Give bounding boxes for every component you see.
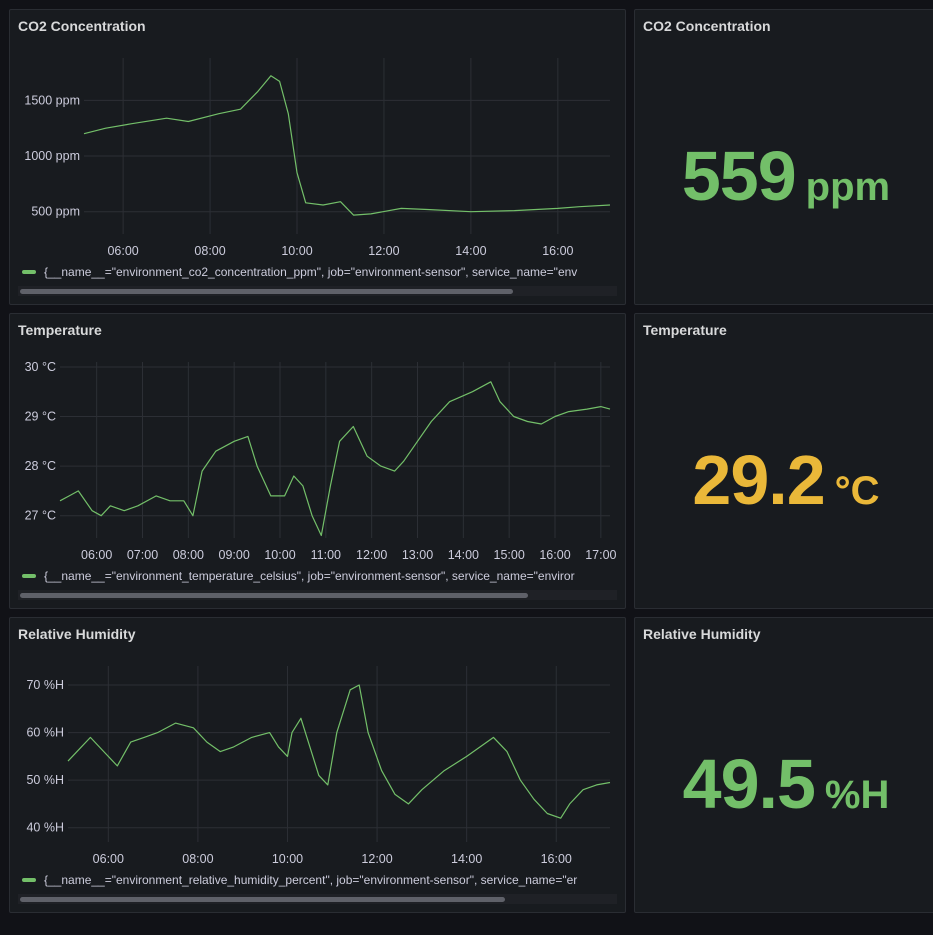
legend-scrollbar[interactable]	[18, 894, 617, 904]
x-tick-label: 15:00	[494, 548, 525, 562]
stat-display: 559 ppm	[635, 136, 933, 216]
x-tick-label: 17:00	[585, 548, 616, 562]
legend-label: {__name__="environment_co2_concentration…	[44, 265, 578, 279]
series-legend[interactable]: {__name__="environment_temperature_celsi…	[22, 568, 575, 584]
stat-display: 29.2 °C	[635, 440, 933, 520]
stat-value: 29.2	[692, 441, 825, 519]
y-tick-label: 70 %H	[26, 678, 64, 692]
temperature-line-chart: 27 °C 28 °C 29 °C 30 °C 06:00 07:00 08:00 09:00…	[25, 360, 617, 562]
y-tick-label: 40 %H	[26, 821, 64, 835]
x-tick-label: 06:00	[81, 548, 112, 562]
legend-swatch	[22, 270, 36, 274]
x-tick-label: 12:00	[368, 244, 399, 258]
y-tick-label: 29 °C	[25, 410, 56, 424]
x-tick-label: 10:00	[272, 852, 303, 866]
co2-line-chart: 500 ppm 1000 ppm 1500 ppm 06:00 08:00 10:00 12…	[24, 58, 611, 258]
series-line	[67, 684, 611, 819]
x-tick-label: 16:00	[542, 244, 573, 258]
legend-label: {__name__="environment_temperature_celsi…	[44, 569, 575, 583]
legend-scrollbar[interactable]	[18, 286, 617, 296]
temperature-chart-panel: Temperature 27 °C 28 °C 29 °C 30 °C 06:00 07:…	[9, 313, 626, 609]
y-tick-label: 27 °C	[25, 509, 56, 523]
humidity-stat-panel: Relative Humidity 49.5 %H	[634, 617, 933, 913]
legend-swatch	[22, 878, 36, 882]
x-tick-label: 08:00	[173, 548, 204, 562]
panel-title: CO2 Concentration	[18, 18, 146, 34]
x-tick-label: 10:00	[281, 244, 312, 258]
x-tick-label: 14:00	[455, 244, 486, 258]
scrollbar-thumb[interactable]	[20, 289, 513, 294]
series-legend[interactable]: {__name__="environment_co2_concentration…	[22, 264, 577, 280]
stat-value: 49.5	[682, 745, 816, 823]
stat-unit: %H	[824, 773, 890, 817]
humidity-line-chart: 40 %H 50 %H 60 %H 70 %H 06:00 08:00 10:00 12:00…	[26, 666, 611, 866]
series-legend[interactable]: {__name__="environment_relative_humidity…	[22, 872, 577, 888]
stat-value: 559	[681, 137, 797, 215]
x-tick-label: 14:00	[451, 852, 482, 866]
x-tick-label: 16:00	[539, 548, 570, 562]
series-line	[59, 381, 611, 537]
y-tick-label: 500 ppm	[31, 205, 80, 219]
legend-label: {__name__="environment_relative_humidity…	[44, 873, 578, 887]
x-tick-label: 12:00	[361, 852, 392, 866]
x-tick-label: 14:00	[448, 548, 479, 562]
x-tick-label: 09:00	[219, 548, 250, 562]
y-tick-label: 60 %H	[26, 726, 64, 740]
legend-scrollbar[interactable]	[18, 590, 617, 600]
y-tick-label: 1500 ppm	[24, 93, 80, 107]
stat-unit: ppm	[805, 165, 891, 209]
x-tick-label: 10:00	[264, 548, 295, 562]
panel-title: Temperature	[643, 322, 727, 338]
x-tick-label: 08:00	[194, 244, 225, 258]
x-tick-label: 07:00	[127, 548, 158, 562]
x-tick-label: 06:00	[107, 244, 138, 258]
y-tick-label: 1000 ppm	[24, 149, 80, 163]
series-line	[83, 75, 611, 216]
x-tick-label: 12:00	[356, 548, 387, 562]
panel-title: Relative Humidity	[643, 626, 761, 642]
x-tick-label: 16:00	[541, 852, 572, 866]
stat-display: 49.5 %H	[635, 744, 933, 824]
legend-swatch	[22, 574, 36, 578]
panel-title: CO2 Concentration	[643, 18, 771, 34]
x-tick-label: 11:00	[311, 548, 341, 562]
y-tick-label: 28 °C	[25, 459, 56, 473]
humidity-chart-panel: Relative Humidity 40 %H 50 %H 60 %H 70 %H 06…	[9, 617, 626, 913]
scrollbar-thumb[interactable]	[20, 593, 528, 598]
co2-chart-panel: CO2 Concentration 500 ppm 1000 ppm 1500 pp…	[9, 9, 626, 305]
co2-stat-panel: CO2 Concentration 559 ppm	[634, 9, 933, 305]
x-tick-label: 08:00	[182, 852, 213, 866]
y-tick-label: 30 °C	[25, 360, 56, 374]
stat-unit: °C	[834, 469, 880, 513]
y-tick-label: 50 %H	[26, 773, 64, 787]
x-tick-label: 13:00	[402, 548, 433, 562]
x-tick-label: 06:00	[93, 852, 124, 866]
temperature-stat-panel: Temperature 29.2 °C	[634, 313, 933, 609]
scrollbar-thumb[interactable]	[20, 897, 505, 902]
panel-title: Relative Humidity	[18, 626, 136, 642]
panel-title: Temperature	[18, 322, 102, 338]
